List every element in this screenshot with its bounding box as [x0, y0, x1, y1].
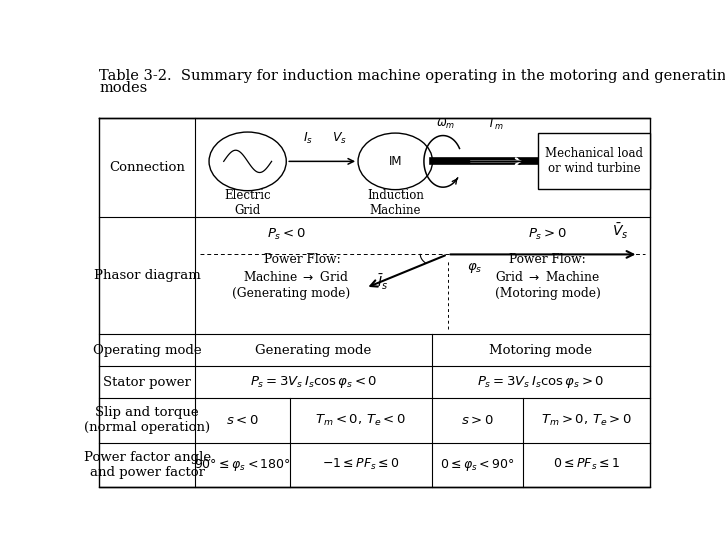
Text: $I_s$: $I_s$	[304, 131, 313, 146]
Text: (Generating mode): (Generating mode)	[232, 286, 350, 300]
Text: $P_s < 0$: $P_s < 0$	[267, 227, 306, 242]
Text: $V_s$: $V_s$	[332, 131, 347, 146]
Text: Power Flow:: Power Flow:	[264, 253, 341, 265]
Text: $\omega_m$: $\omega_m$	[436, 118, 455, 131]
Text: $s < 0$: $s < 0$	[226, 414, 259, 427]
Text: $T_m > 0,\,T_e > 0$: $T_m > 0,\,T_e > 0$	[541, 413, 632, 428]
Text: Phasor diagram: Phasor diagram	[94, 269, 201, 282]
Text: Machine $\rightarrow$ Grid: Machine $\rightarrow$ Grid	[243, 270, 348, 284]
Text: Mechanical load
or wind turbine: Mechanical load or wind turbine	[545, 147, 643, 175]
Bar	[539, 132, 650, 189]
Text: (Motoring mode): (Motoring mode)	[494, 286, 600, 300]
Text: $0 \leq \varphi_s < 90°$: $0 \leq \varphi_s < 90°$	[440, 456, 515, 473]
Text: modes: modes	[99, 81, 147, 95]
Text: Stator power: Stator power	[103, 376, 191, 389]
Text: $P_s > 0$: $P_s > 0$	[528, 227, 567, 242]
Text: Motoring mode: Motoring mode	[489, 343, 592, 357]
Text: $0 \leq PF_s \leq 1$: $0 \leq PF_s \leq 1$	[553, 457, 620, 472]
Text: $-1 \leq PF_s \leq 0$: $-1 \leq PF_s \leq 0$	[322, 457, 399, 472]
Text: Connection: Connection	[109, 161, 185, 174]
Circle shape	[358, 133, 433, 189]
Text: $T_m < 0,\,T_e < 0$: $T_m < 0,\,T_e < 0$	[315, 413, 406, 428]
Text: Generating mode: Generating mode	[255, 343, 372, 357]
Text: Power Flow:: Power Flow:	[509, 253, 586, 265]
Text: $s > 0$: $s > 0$	[461, 414, 494, 427]
Text: IM: IM	[389, 155, 402, 168]
Text: Slip and torque
(normal operation): Slip and torque (normal operation)	[84, 407, 210, 434]
Text: Power factor angle
and power factor: Power factor angle and power factor	[83, 450, 211, 479]
Text: $\bar{I}_s$: $\bar{I}_s$	[377, 273, 388, 292]
Text: Operating mode: Operating mode	[93, 343, 202, 357]
Text: $90° \leq \varphi_s < 180°$: $90° \leq \varphi_s < 180°$	[194, 456, 291, 473]
Text: $\bar{V}_s$: $\bar{V}_s$	[612, 222, 629, 240]
Text: $P_s = 3V_s\,I_s\cos\varphi_s > 0$: $P_s = 3V_s\,I_s\cos\varphi_s > 0$	[477, 375, 605, 390]
Text: Grid $\rightarrow$ Machine: Grid $\rightarrow$ Machine	[495, 270, 600, 284]
Text: $P_s = 3V_s\,I_s\cos\varphi_s < 0$: $P_s = 3V_s\,I_s\cos\varphi_s < 0$	[250, 375, 377, 390]
Text: $T_m$: $T_m$	[487, 117, 504, 132]
Text: Table 3-2.  Summary for induction machine operating in the motoring and generati: Table 3-2. Summary for induction machine…	[99, 69, 725, 83]
Text: $\varphi_s$: $\varphi_s$	[467, 261, 482, 275]
Text: Induction
Machine: Induction Machine	[367, 189, 423, 217]
Text: Electric
Grid: Electric Grid	[224, 189, 271, 217]
